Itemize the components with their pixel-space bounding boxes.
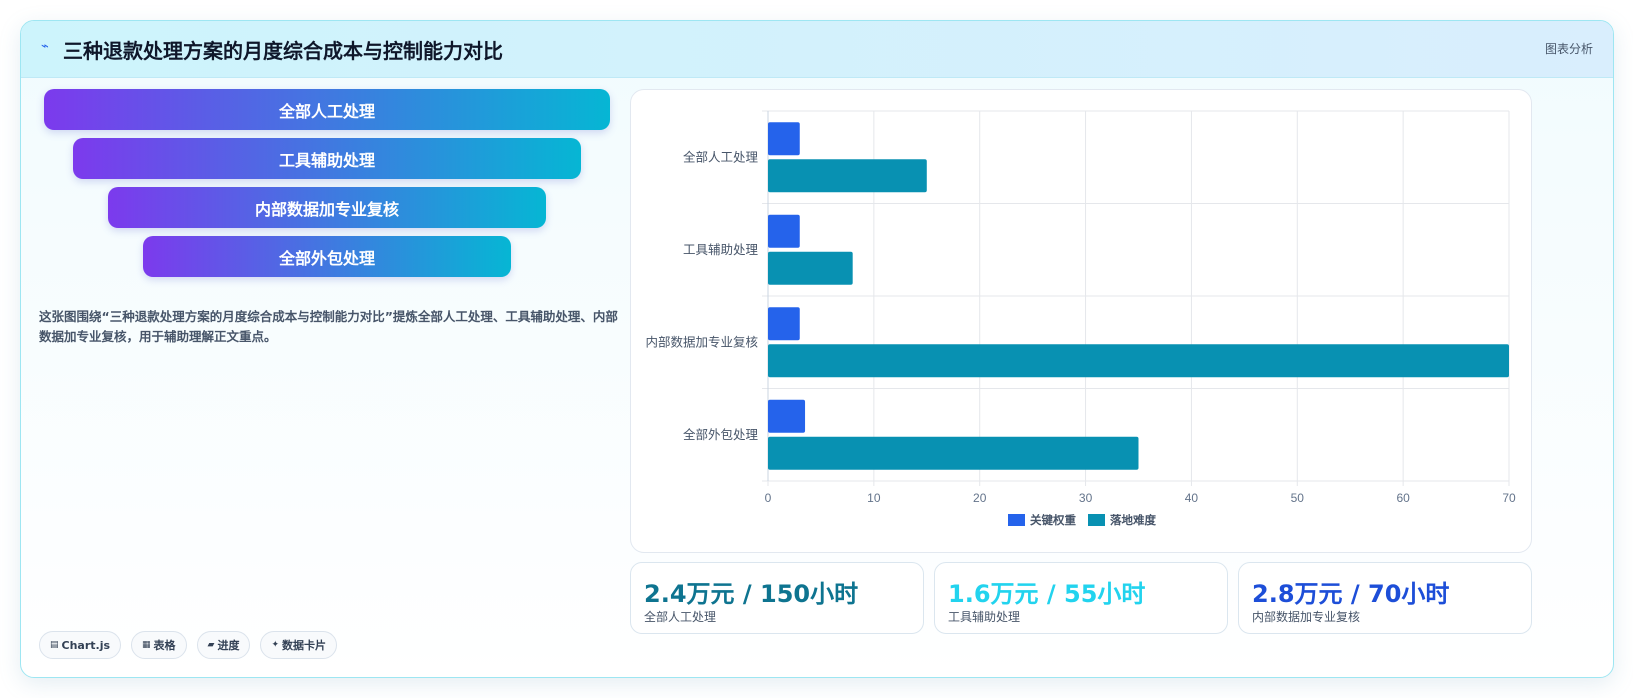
chart-panel: 0 10 20 30 40 50 60 70 全部人工处理 工具辅助处理内部数据加专业复核全部外包… [630,89,1532,553]
bar-difficulty [768,436,1139,470]
chart-description: 这张图围绕“三种退款处理方案的月度综合成本与控制能力对比”提炼全部人工处理、工具… [39,309,618,344]
x-tick-label: 30 [1079,491,1093,505]
bar-difficulty [768,159,927,193]
x-tick-label: 70 [1502,491,1516,505]
tag-progress[interactable]: ▰ 进度 [196,631,251,659]
chart-analysis-link[interactable]: 图表分析 [1544,42,1593,56]
legend-label: 落地难度 [1110,513,1156,527]
kpi-label: 全部人工处理 [644,610,717,624]
tag-list: ▤ Chart.js ▦ 表格 ▰ 进度 ✦ 数据卡片 [39,631,347,659]
kpi-card-tool: 1.6万元 / 55小时 工具辅助处理 [934,562,1228,634]
x-tick-label: 0 [765,491,772,505]
funnel-item-internal: 内部数据加专业复核 [108,187,546,228]
card-icon: ✦ [271,640,280,650]
funnel-label: 全部人工处理 [278,101,375,121]
kpi-card-manual: 2.4万元 / 150小时 全部人工处理 [630,562,924,634]
card-header: ⌁ 三种退款处理方案的月度综合成本与控制能力对比 图表分析 [21,21,1613,78]
funnel-item-tool: 工具辅助处理 [73,138,581,179]
x-tick-label: 60 [1396,491,1410,505]
funnel-item-manual: 全部人工处理 [44,89,610,130]
bar-difficulty [768,251,853,285]
page-title: 三种退款处理方案的月度综合成本与控制能力对比 [63,39,503,63]
tag-data-card[interactable]: ✦ 数据卡片 [260,631,338,659]
x-tick-label: 40 [1185,491,1199,505]
bar-weight [768,399,806,433]
funnel-label: 工具辅助处理 [278,150,375,170]
y-tick-label: 全部外包处理 [683,427,759,442]
bar-weight [768,307,800,341]
bar-chart: 0 10 20 30 40 50 60 70 全部人工处理工具辅助处理内部数据加专业复核全部外包… [645,110,1516,527]
bar-weight [768,214,800,248]
x-tick-label: 50 [1291,491,1305,505]
x-tick-label: 20 [973,491,987,505]
chart-icon: ▤ [50,640,59,650]
x-tick-label: 10 [867,491,881,505]
y-tick-label: 全部人工处理 [683,149,759,164]
tag-chartjs[interactable]: ▤ Chart.js [39,631,122,659]
kpi-label: 工具辅助处理 [948,610,1021,624]
tag-label: 进度 [217,639,240,652]
funnel-label: 内部数据加专业复核 [254,199,399,219]
bar-weight [768,122,800,156]
table-icon: ▦ [142,640,151,650]
progress-icon: ▰ [207,640,215,650]
y-tick-label: 内部数据加专业复核 [645,334,758,349]
tag-label: 表格 [153,639,176,652]
legend-swatch [1088,514,1105,526]
funnel-label: 全部外包处理 [278,248,375,268]
legend-swatch [1008,514,1025,526]
kpi-value: 2.8万元 / 70小时 [1252,580,1450,608]
kpi-label: 内部数据加专业复核 [1252,610,1361,624]
y-tick-label: 工具辅助处理 [683,242,759,257]
pulse-icon: ⌁ [41,39,49,54]
funnel-item-outsource: 全部外包处理 [143,236,511,277]
tag-label: 数据卡片 [282,639,327,652]
kpi-value: 2.4万元 / 150小时 [644,580,859,608]
kpi-value: 1.6万元 / 55小时 [948,580,1146,608]
kpi-card-internal: 2.8万元 / 70小时 内部数据加专业复核 [1238,562,1532,634]
chart-card: ⌁ 三种退款处理方案的月度综合成本与控制能力对比 图表分析 全部人工处理 工具辅… [20,20,1614,678]
tag-table[interactable]: ▦ 表格 [131,631,187,659]
tag-label: Chart.js [61,638,111,652]
legend-label: 关键权重 [1030,513,1076,527]
bar-difficulty [768,344,1509,378]
